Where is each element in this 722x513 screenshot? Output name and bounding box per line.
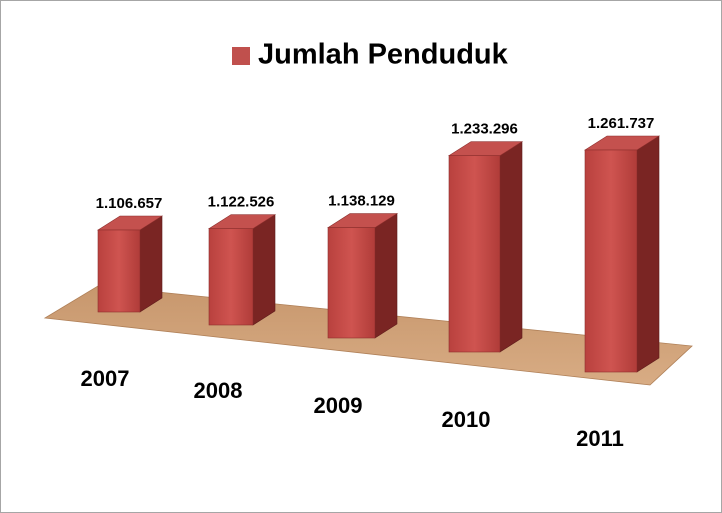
bar-front	[208, 228, 254, 326]
data-label: 1.106.657	[96, 195, 163, 212]
legend: Jumlah Penduduk	[232, 39, 509, 71]
bar	[326, 213, 399, 339]
x-tick-label: 2008	[194, 378, 243, 403]
bar-front	[584, 149, 638, 373]
bar	[96, 215, 164, 313]
bar-side	[636, 135, 660, 373]
data-label: 1.138.129	[328, 193, 395, 210]
bar-front	[327, 227, 376, 339]
legend-swatch	[232, 47, 250, 65]
bar	[207, 214, 277, 326]
data-label: 1.261.737	[588, 115, 655, 132]
bar-front	[97, 229, 141, 313]
bar-side	[499, 141, 523, 353]
bar	[583, 135, 661, 373]
data-label: 1.233.296	[451, 121, 518, 138]
x-tick-label: 2009	[314, 393, 363, 418]
bar	[447, 141, 524, 353]
data-label: 1.122.526	[208, 194, 275, 211]
legend-label: Jumlah Penduduk	[258, 39, 509, 71]
x-tick-label: 2011	[576, 426, 624, 451]
bar-side	[252, 214, 276, 326]
bar-front	[448, 155, 501, 353]
x-tick-label: 2010	[442, 407, 491, 432]
bar-side	[139, 215, 163, 313]
bar-side	[374, 213, 398, 339]
x-tick-label: 2007	[81, 366, 130, 391]
